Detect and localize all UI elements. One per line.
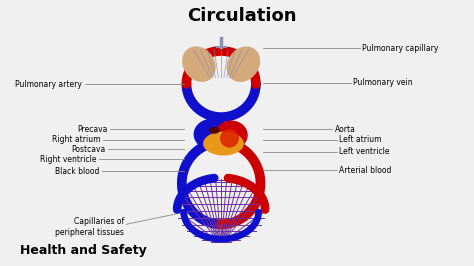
Ellipse shape bbox=[221, 130, 238, 147]
Text: Left ventricle: Left ventricle bbox=[339, 147, 390, 156]
Text: Pulmonary artery: Pulmonary artery bbox=[16, 80, 82, 89]
Text: Health and Safety: Health and Safety bbox=[20, 244, 146, 257]
Text: Arterial blood: Arterial blood bbox=[339, 165, 392, 174]
Ellipse shape bbox=[204, 132, 243, 155]
Text: Precava: Precava bbox=[77, 124, 108, 134]
Ellipse shape bbox=[183, 47, 215, 81]
Text: Right atrium: Right atrium bbox=[52, 135, 101, 144]
Ellipse shape bbox=[194, 119, 231, 149]
Text: Pulmonary vein: Pulmonary vein bbox=[353, 78, 413, 87]
Text: Capillaries of
peripheral tissues: Capillaries of peripheral tissues bbox=[55, 217, 124, 237]
Text: Black blood: Black blood bbox=[55, 167, 100, 176]
Text: Circulation: Circulation bbox=[187, 7, 297, 25]
Text: Aorta: Aorta bbox=[335, 124, 356, 134]
Text: Right ventricle: Right ventricle bbox=[40, 155, 96, 164]
Text: Postcava: Postcava bbox=[71, 145, 106, 154]
Text: Left atrium: Left atrium bbox=[339, 135, 382, 144]
Circle shape bbox=[210, 128, 219, 133]
Text: Pulmonary capillary: Pulmonary capillary bbox=[362, 44, 438, 53]
Ellipse shape bbox=[216, 121, 247, 149]
Ellipse shape bbox=[227, 47, 259, 81]
